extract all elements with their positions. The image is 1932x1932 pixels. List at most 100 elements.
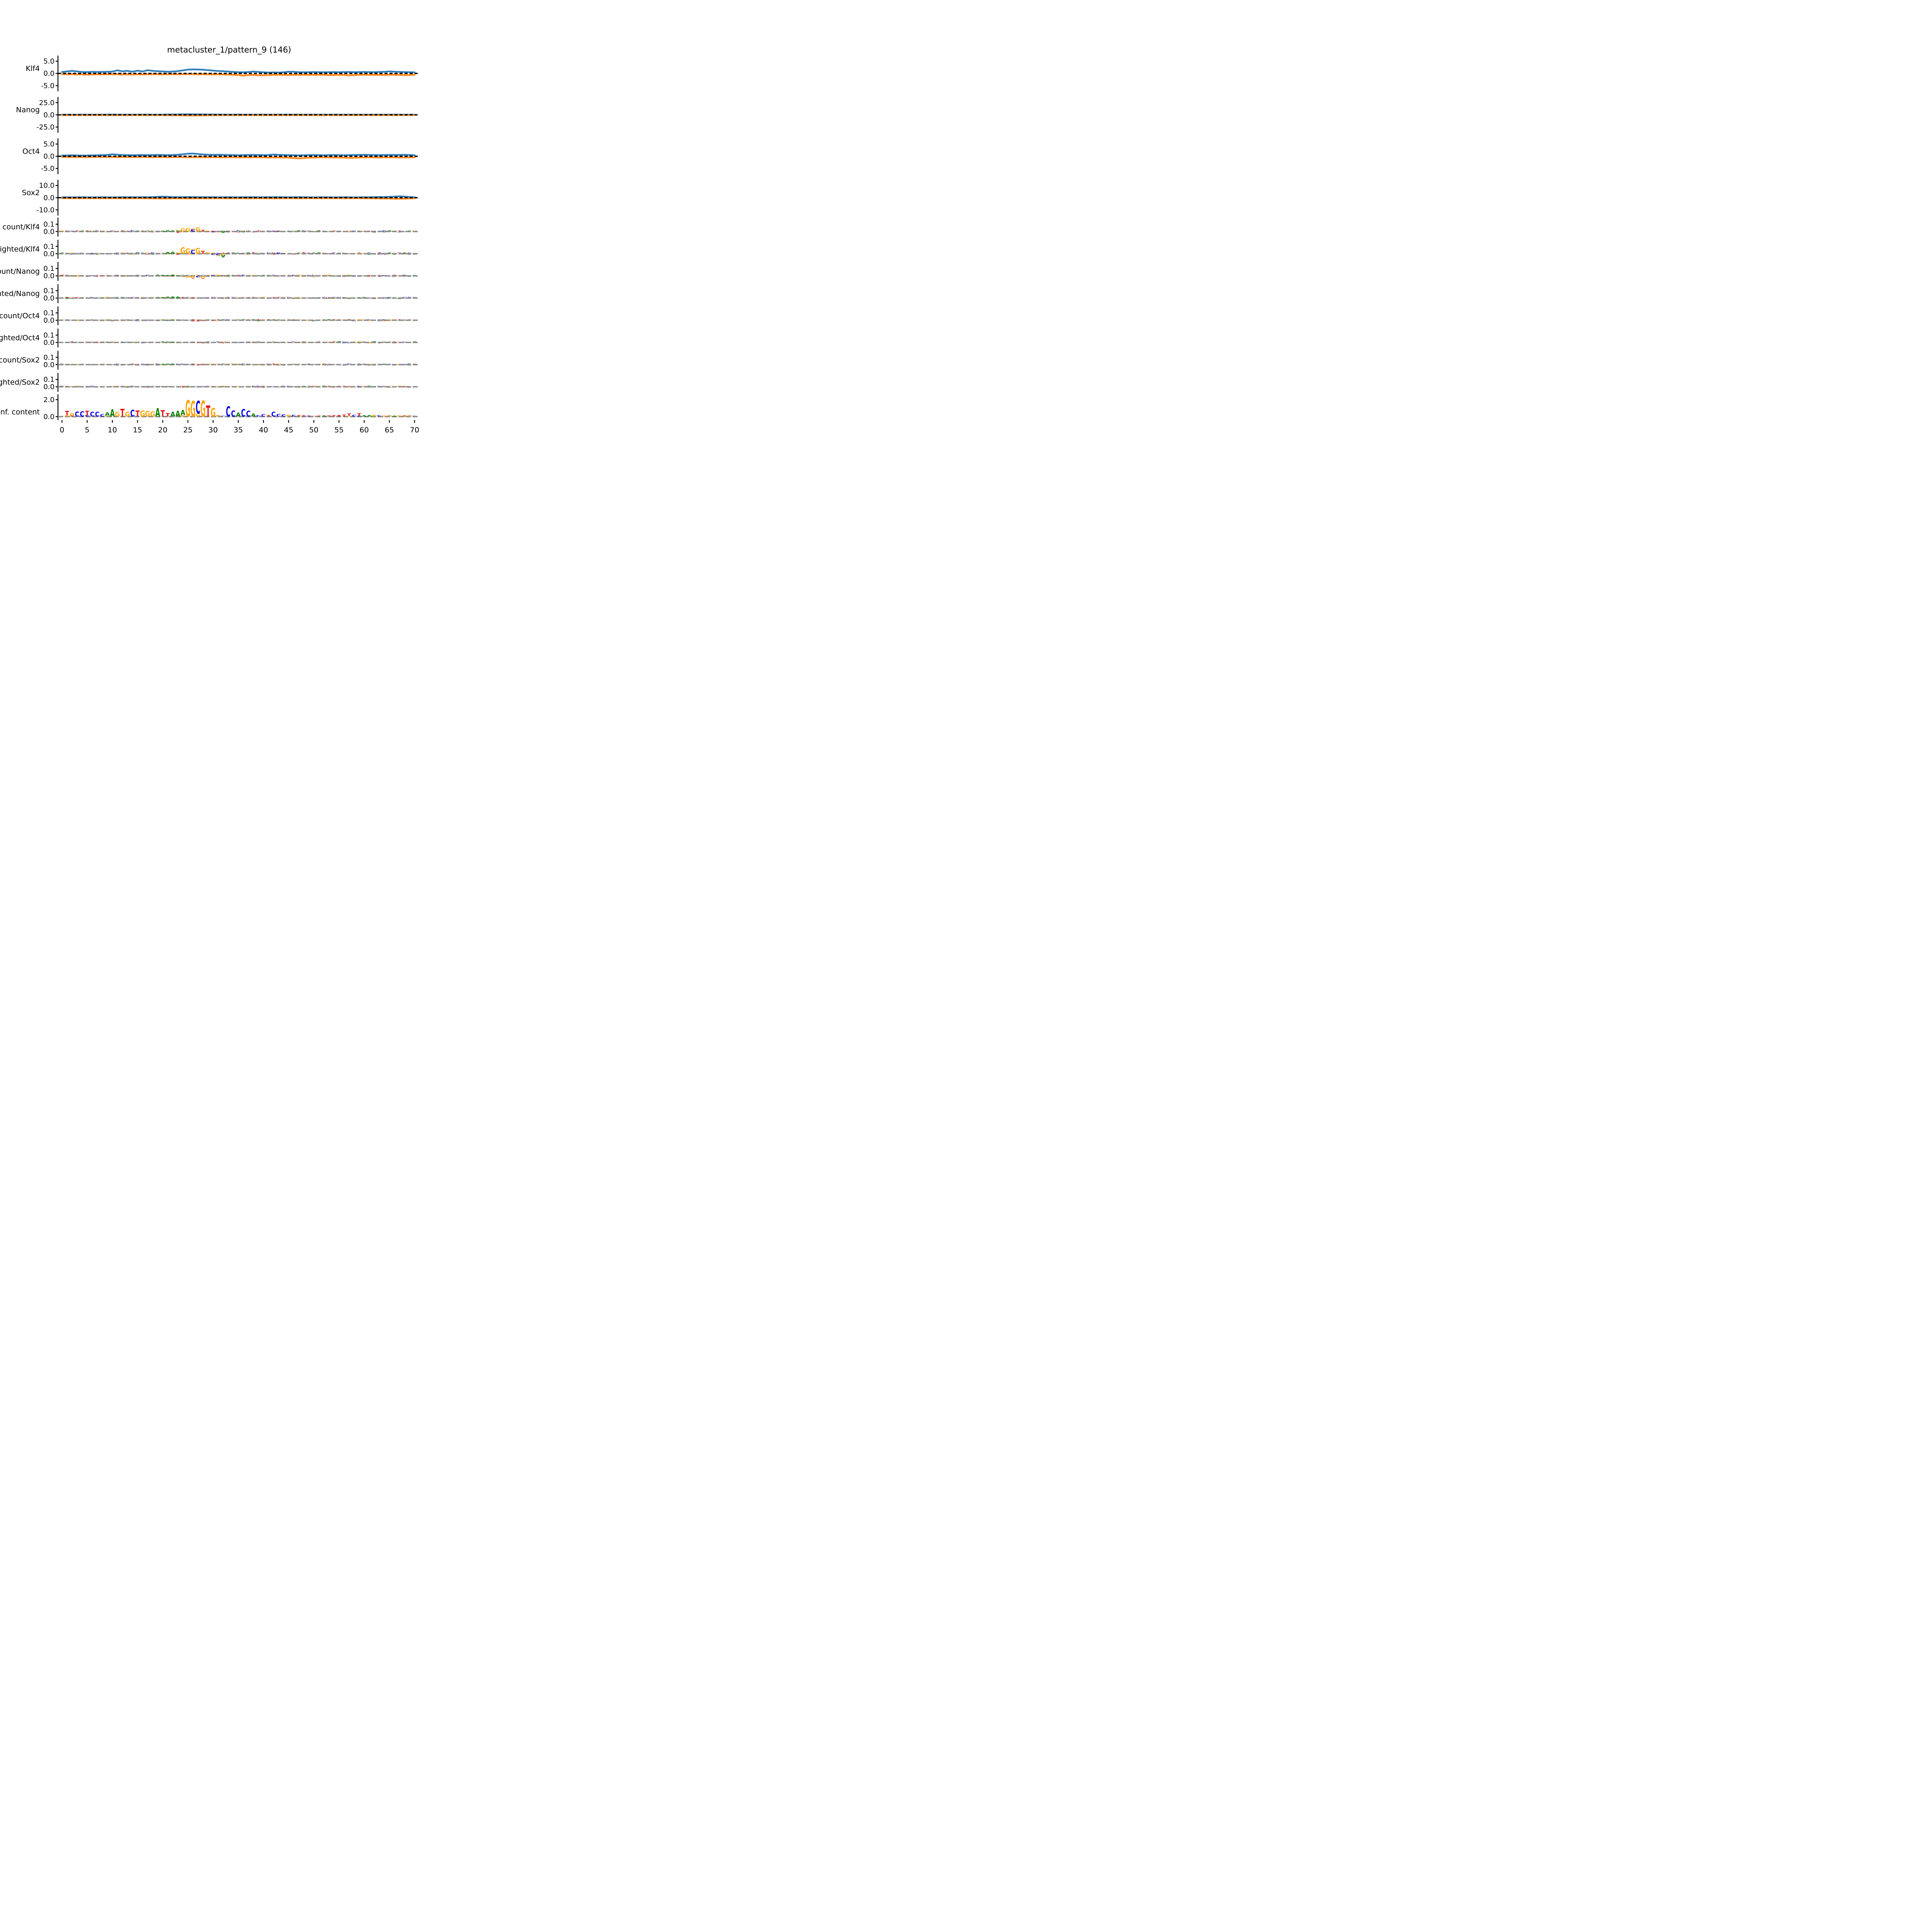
logo-letter-G: G [145,410,150,419]
logo-letter-T-neg: T [176,253,180,255]
noise-letter: A [90,231,95,232]
noise-letter: T [146,254,150,255]
logo-letter-T: T [357,413,361,417]
noise-letter: G [75,320,80,321]
noise-letter: A [75,364,80,365]
y-tick-Oct4-5.0-label: 5.0 [43,140,54,148]
noise-letter: G [180,275,185,276]
noise-letter: T [277,364,281,365]
noise-letter: G [180,298,185,299]
noise-letter: C [402,297,406,298]
logo-letter-A: A [170,342,175,343]
noise-letter: C [271,386,276,387]
noise-letter: C [145,320,150,321]
noise-letter: C [201,386,205,387]
logo-letter-T-neg: T [206,231,210,232]
modisco-pattern-figure: metacluster_1/pattern_9 (146) 5.0 0.0 -5.0… [0,0,464,464]
noise-letter: C [367,298,371,299]
logo-letter-G: G [206,252,211,254]
noise-letter: G [347,298,352,299]
noise-letter: G [216,275,221,276]
logo-letter-A: A [160,297,166,299]
logo-letter-A: A [170,251,175,255]
noise-letter: C [110,415,114,416]
noise-letter: T [121,230,125,231]
x-tick-label-40: 40 [259,426,268,434]
noise-letter: C [75,253,79,254]
noise-letter: T [90,364,94,365]
noise-letter: T [332,341,336,342]
noise-letter: T [272,319,276,320]
logo-letter-C: C [196,398,200,418]
noise-letter: A [236,416,241,417]
logo-letter-G: G [216,415,221,417]
logo-letter-T: T [211,231,215,232]
logo-letter-C: C [271,253,276,254]
noise-letter: C [221,415,225,416]
noise-letter: G [251,275,256,276]
noise-letter: C [181,298,185,299]
logo-letter-A: A [170,296,175,299]
noise-letter: C [347,254,351,255]
logo-letter-A: A [236,412,241,418]
noise-letter: T [347,320,351,321]
noise-letter: G [130,415,135,416]
noise-letter: T [110,231,114,232]
noise-letter: A [256,320,261,321]
logo-letter-T: T [65,410,69,417]
noise-letter: T [236,275,240,276]
logo-letter-G: G [382,415,387,417]
noise-letter: C [412,297,417,298]
noise-letter: G [180,231,185,232]
noise-letter: C [402,342,406,343]
noise-letter: C [181,415,185,416]
logo-letter-C: C [377,415,382,417]
logo-letter-A: A [165,364,170,365]
noise-letter: A [221,319,226,320]
logo-letter-G: G [201,396,206,422]
logo-letter-T-neg: T [201,342,205,343]
noise-letter: C [327,365,331,366]
noise-letter: G [301,275,306,276]
noise-letter: T [65,275,69,276]
logo-letter-C: C [95,411,100,418]
logo-letter-G: G [201,229,206,230]
logo-letter-A: A [165,274,171,276]
y-tick-logo7-top-label: 0.1 [43,376,54,384]
noise-letter: T [100,297,104,298]
logo-letter-G: G [196,413,201,418]
noise-letter: G [120,252,125,253]
noise-letter: A [291,320,296,321]
noise-letter: T [403,275,407,276]
noise-letter: T [332,230,336,231]
noise-letter: G [75,416,80,417]
noise-letter: C [150,252,155,253]
logo-letter-A: A [362,415,367,417]
noise-letter: A [60,275,65,276]
noise-letter: G [236,231,241,232]
noise-letter: C [115,275,119,276]
noise-letter: C [301,230,306,231]
noise-letter: T [146,253,150,254]
logo-letter-G: G [185,228,190,233]
noise-letter: G [271,416,276,417]
noise-letter: G [145,298,150,299]
noise-letter: A [135,230,140,231]
noise-letter: C [382,275,386,276]
noise-letter: C [125,298,129,299]
noise-letter: G [347,274,352,276]
noise-letter: C [271,275,276,276]
noise-letter: A [231,275,236,276]
noise-letter: A [276,319,281,320]
noise-letter: C [311,275,316,276]
noise-letter: C [382,364,386,365]
noise-letter: T [347,319,351,320]
noise-letter: T [332,319,336,320]
noise-letter: C [382,253,386,254]
noise-letter: G [150,297,155,298]
x-tick-label-35: 35 [234,426,243,434]
logo-letter-G: G [357,253,362,254]
noise-letter: G [221,276,226,277]
x-tick-label-10: 10 [108,426,117,434]
noise-letter: A [180,253,185,254]
